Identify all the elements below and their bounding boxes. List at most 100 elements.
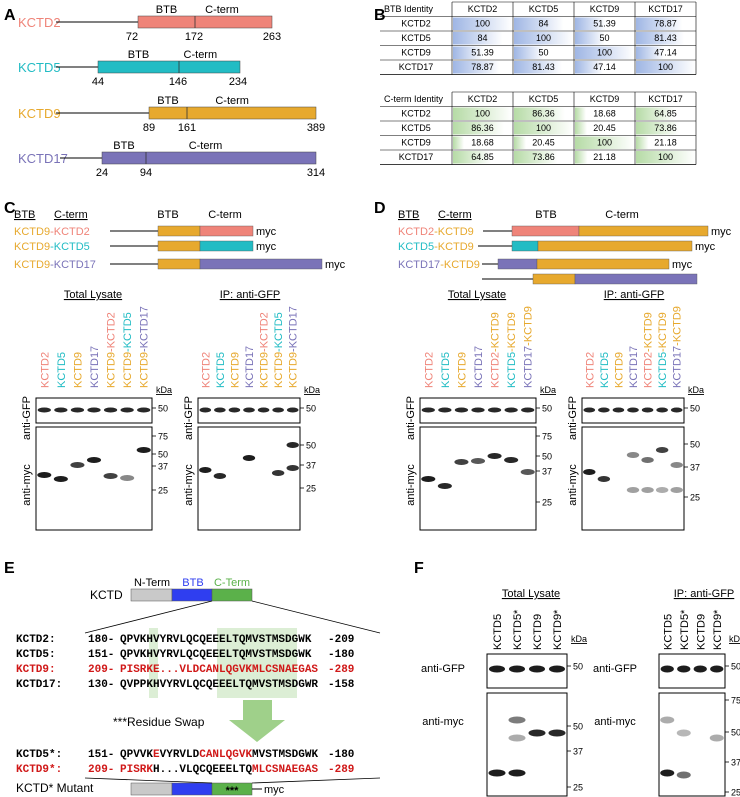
identity-value: 84 xyxy=(477,33,487,43)
btb-segment xyxy=(171,588,213,602)
myc-band xyxy=(86,457,102,463)
seq-name: KCTD9*: xyxy=(16,764,62,776)
seq-part: E xyxy=(153,749,160,761)
gfp-band xyxy=(54,407,68,413)
protein-label: KCTD2 xyxy=(18,15,61,30)
f-ip-blot: IP: anti-GFP KCTD5 KCTD5* KCTD9 KCTD9* kDa ant… xyxy=(593,588,740,797)
blot-title: Total Lysate xyxy=(502,588,560,600)
identity-value: 51.39 xyxy=(593,19,616,29)
gfp-band xyxy=(487,407,502,413)
myc-band xyxy=(676,771,691,779)
lane-label-part: -KCTD9 xyxy=(490,312,502,352)
lane-label: KCTD9-KCTD5 xyxy=(273,312,285,388)
identity-bar xyxy=(453,151,492,164)
lane-label-part: KCTD9 xyxy=(273,352,285,388)
gfp-band xyxy=(37,407,51,413)
lane-label-part: KCTD5 xyxy=(56,352,68,388)
identity-bar xyxy=(514,151,558,164)
identity-value: 84 xyxy=(538,19,548,29)
marker-label: 37 xyxy=(542,467,552,477)
lane-label-part: KCTD9 xyxy=(139,352,151,388)
antibody-gfp: anti-GFP xyxy=(21,396,33,440)
lane-label-part: KCTD17 xyxy=(244,346,256,388)
lane-label: KCTD17 xyxy=(89,346,101,388)
gfp-band xyxy=(103,407,118,413)
myc-band xyxy=(242,455,256,461)
diagram-cterm: C-term xyxy=(208,209,242,221)
cterm-label: C-Term xyxy=(214,577,250,589)
chimera-label: KCTD9-KCTD2 xyxy=(14,226,90,238)
identity-value: 20.45 xyxy=(593,123,616,133)
lane-label: KCTD17-KCTD9 xyxy=(672,306,684,388)
marker-label: 37 xyxy=(158,462,168,472)
lane-label: KCTD5* xyxy=(512,609,524,650)
myc-band xyxy=(487,453,502,459)
identity-bar xyxy=(453,17,512,30)
chimera-part-b: -KCTD5 xyxy=(50,241,90,253)
lane-label-part: KCTD9 xyxy=(456,352,468,388)
identity-value: 47.14 xyxy=(593,62,616,72)
lane-label: KCTD5-KCTD9 xyxy=(506,312,518,388)
myc-band xyxy=(437,483,452,489)
marker-label: 75 xyxy=(731,696,740,706)
antibody-myc: anti-myc xyxy=(183,464,195,506)
row-header: KCTD2 xyxy=(401,19,431,29)
residue-boundary: 161 xyxy=(178,122,196,134)
myc-band xyxy=(670,462,683,468)
lane-label: KCTD17-KCTD9 xyxy=(523,306,535,388)
gfp-band xyxy=(70,407,85,413)
zoom-line-right xyxy=(251,600,381,634)
btb-segment xyxy=(511,240,539,252)
identity-value: 100 xyxy=(597,138,612,148)
chimera-part-b: -KCTD9 xyxy=(434,226,474,238)
identity-bar xyxy=(575,151,588,164)
gfp-band xyxy=(120,407,134,413)
seq-end: -180 xyxy=(328,649,354,661)
myc-band xyxy=(53,476,68,482)
cterm-segment xyxy=(578,225,709,237)
lane-label: KCTD9 xyxy=(229,352,241,388)
seq-end: -289 xyxy=(328,664,354,676)
panel-c-label: C xyxy=(4,200,16,217)
myc-band xyxy=(528,729,546,737)
cterm-segment xyxy=(199,240,254,252)
lane-label-part: KCTD9 xyxy=(106,352,118,388)
myc-band xyxy=(670,487,683,493)
lane-label-part: -KCTD2 xyxy=(106,312,118,352)
identity-value: 86.36 xyxy=(532,109,555,119)
myc-band xyxy=(520,469,535,475)
myc-band xyxy=(508,769,526,777)
lane-label: KCTD9 xyxy=(532,614,544,650)
identity-bar xyxy=(453,32,503,45)
sequence-row: KCTD17: 130- QVPPKHVYRVLQCQEEELTQMVSTMSDGW… xyxy=(16,679,355,691)
gfp-band xyxy=(438,407,452,413)
col-header: KCTD17 xyxy=(648,94,683,104)
identity-bar xyxy=(636,61,695,74)
identity-bar xyxy=(514,17,564,30)
lane-label: KCTD5 xyxy=(215,352,227,388)
lane-label: KCTD9 xyxy=(613,352,625,388)
lane-label-part: -KCTD9 xyxy=(523,306,535,346)
lane-label: KCTD9 xyxy=(72,352,84,388)
sequence-row: KCTD5: 151- QPVKHVYRVLQCQEEELTQMVSTMSDGWK -… xyxy=(16,649,354,661)
lane-label-part: -KCTD9 xyxy=(506,312,518,352)
identity-value: 100 xyxy=(475,109,490,119)
mutation-stars: *** xyxy=(226,785,240,797)
lane-label-part: KCTD17 xyxy=(473,346,485,388)
kda-label: kDa xyxy=(156,385,172,395)
btb-identity-table: BTB Identity KCTD2 KCTD5 KCTD9 KCTD17 KCTD2 10… xyxy=(380,1,697,75)
nterm-segment xyxy=(130,588,173,602)
blot-title: Total Lysate xyxy=(448,289,506,301)
marker-label: 50 xyxy=(542,452,552,462)
nterm-label: N-Term xyxy=(134,577,170,589)
identity-value: 21.18 xyxy=(593,152,616,162)
col-header: KCTD9 xyxy=(590,94,620,104)
domain-row-kctd2: KCTD2 BTB C-term 72 172 263 xyxy=(18,4,281,43)
identity-bar xyxy=(453,107,512,120)
row-header: KCTD17 xyxy=(399,62,434,72)
chimera-label: KCTD5-KCTD9 xyxy=(398,241,474,253)
residue-end: 389 xyxy=(307,122,325,134)
lane-label-part: -KCTD9 xyxy=(657,312,669,352)
panel-b-label: B xyxy=(374,7,386,24)
